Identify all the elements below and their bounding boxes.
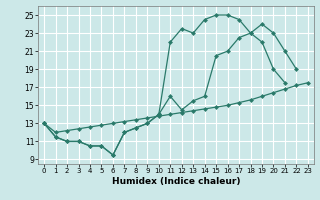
X-axis label: Humidex (Indice chaleur): Humidex (Indice chaleur) bbox=[112, 177, 240, 186]
